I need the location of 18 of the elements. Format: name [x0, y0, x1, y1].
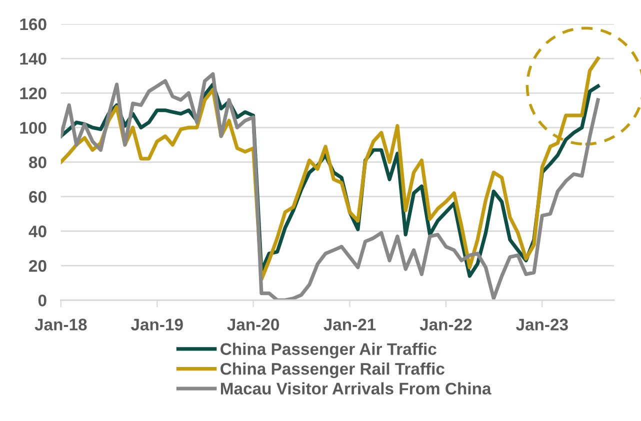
x-tick-label: Jan-19 — [130, 318, 183, 330]
y-tick-label: 40 — [28, 226, 46, 238]
y-tick-label: 80 — [29, 156, 46, 168]
legend-label: Macau Visitor Arrivals From China — [220, 382, 492, 395]
y-tick-label: 120 — [20, 87, 46, 100]
y-tick-label: 60 — [29, 191, 46, 203]
x-tick-label: Jan-22 — [420, 318, 472, 330]
x-tick-label: Jan-20 — [227, 318, 280, 330]
y-tick-label: 100 — [20, 122, 46, 134]
y-tick-label: 20 — [29, 260, 46, 272]
x-tick-label: Jan-23 — [516, 318, 568, 330]
y-tick-label: 140 — [20, 52, 46, 65]
x-tick-label: Jan-21 — [324, 318, 376, 330]
legend-label: China Passenger Rail Traffic — [220, 362, 444, 378]
y-tick-label: 0 — [38, 294, 46, 306]
legend-label: China Passenger Air Traffic — [220, 342, 436, 358]
y-tick-label: 160 — [20, 18, 46, 30]
x-tick-label: Jan-18 — [34, 318, 87, 330]
